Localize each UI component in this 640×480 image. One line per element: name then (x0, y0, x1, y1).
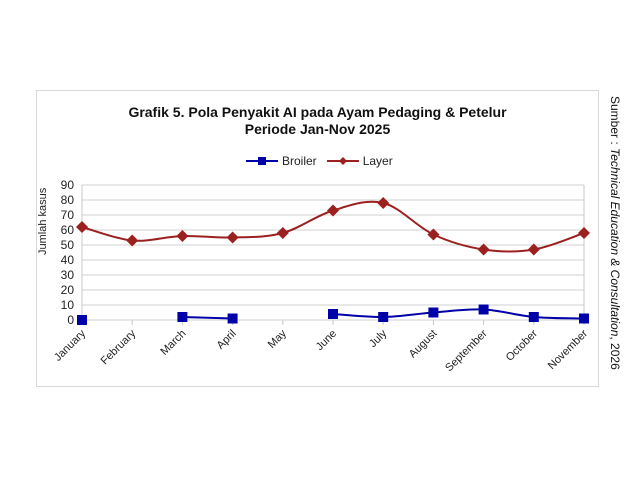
broiler-line-square-icon (246, 157, 278, 165)
chart-frame (36, 90, 599, 387)
series-broiler (77, 304, 589, 325)
x-tick-label: March (158, 328, 188, 358)
data-series (76, 197, 590, 325)
source-note: Sumber : Technical Education & Consultat… (604, 96, 622, 386)
y-tick-label: 90 (61, 178, 75, 192)
y-tick-label: 60 (61, 223, 75, 237)
data-point-diamond (76, 221, 88, 233)
source-suffix: , 2026 (608, 336, 622, 370)
x-tick-label: August (407, 328, 440, 361)
data-point-square (528, 312, 539, 322)
y-tick-label: 40 (61, 253, 75, 267)
data-point-diamond (126, 234, 139, 247)
y-tick-label: 10 (61, 298, 75, 312)
data-point-square (579, 313, 589, 324)
x-tick-label: April (215, 328, 239, 352)
legend-label-broiler: Broiler (282, 154, 317, 168)
y-tick-label: 50 (61, 238, 75, 252)
data-point-diamond (477, 243, 490, 256)
y-tick-label: 30 (61, 268, 75, 282)
chart-title-line1: Grafik 5. Pola Penyakit AI pada Ayam Ped… (128, 104, 507, 120)
data-point-diamond (226, 231, 239, 244)
x-tick-label: June (314, 328, 339, 353)
data-point-square (227, 313, 238, 324)
x-tick-label: January (52, 327, 89, 364)
chart-legend: Broiler Layer (246, 154, 393, 168)
layer-line-diamond-icon (326, 157, 359, 165)
x-tick-label: October (504, 327, 540, 363)
data-point-square (328, 309, 338, 319)
data-point-diamond (527, 243, 540, 256)
source-org: Technical Education & Consultation (608, 148, 622, 337)
x-tick-label: September (443, 327, 490, 374)
y-tick-label: 0 (67, 313, 74, 327)
data-point-square (478, 304, 489, 315)
x-tick-label: July (367, 327, 390, 350)
legend-label-layer: Layer (362, 154, 393, 168)
y-tick-label: 80 (61, 193, 75, 207)
data-point-square (177, 312, 188, 322)
data-point-square (378, 312, 389, 322)
data-point-diamond (578, 227, 590, 239)
data-point-diamond (327, 204, 339, 217)
chart-title: Grafik 5. Pola Penyakit AI pada Ayam Ped… (36, 104, 599, 138)
chart-title-line2: Periode Jan-Nov 2025 (244, 121, 391, 137)
source-prefix: Sumber : (608, 96, 622, 149)
data-point-square (428, 307, 439, 318)
data-point-diamond (427, 228, 440, 241)
data-point-diamond (377, 197, 390, 209)
x-tick-label: February (99, 327, 139, 367)
series-layer (76, 197, 590, 256)
x-tick-label: May (266, 327, 290, 351)
y-tick-label: 20 (61, 283, 75, 297)
data-point-diamond (176, 230, 189, 242)
y-tick-label: 70 (61, 208, 75, 222)
data-point-square (77, 315, 87, 325)
x-axis-ticks: January February March April May June July Augu… (52, 320, 590, 374)
x-tick-label: November (546, 327, 591, 372)
data-point-diamond (276, 227, 289, 239)
legend-item-layer: Layer (326, 154, 393, 168)
legend-item-broiler: Broiler (246, 154, 317, 168)
